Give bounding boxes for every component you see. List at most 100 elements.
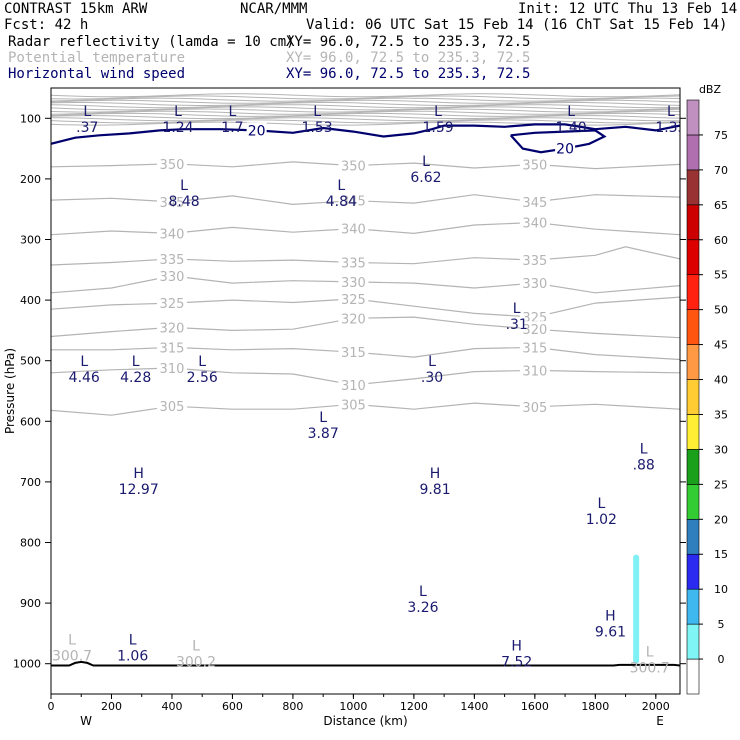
theta-contour-upper bbox=[51, 106, 680, 111]
low-marker: L bbox=[667, 104, 675, 120]
colorbar-swatch bbox=[686, 658, 700, 695]
theta-label: 320 bbox=[160, 321, 185, 336]
theta-label: 350 bbox=[522, 158, 547, 173]
colorbar-swatch bbox=[686, 449, 700, 485]
low-marker: L bbox=[319, 410, 327, 426]
colorbar-label: 35 bbox=[714, 408, 728, 421]
y-tick-label: 800 bbox=[20, 537, 41, 550]
low-marker: L bbox=[198, 354, 206, 370]
theta-label-bg bbox=[338, 310, 369, 325]
x-tick-label: 600 bbox=[222, 700, 243, 713]
theta-label: 310 bbox=[341, 379, 366, 394]
theta-low-marker: L bbox=[192, 639, 200, 655]
low-marker: L bbox=[640, 442, 648, 458]
field-name: Potential temperature bbox=[8, 50, 185, 66]
theta-label: 330 bbox=[341, 276, 366, 291]
theta-contour-upper bbox=[51, 115, 680, 120]
low-marker: L bbox=[129, 633, 137, 649]
colorbar-label: 50 bbox=[714, 304, 728, 317]
wind-label-bg bbox=[246, 122, 267, 138]
wind-label-bg bbox=[555, 140, 576, 156]
colorbar-swatch bbox=[686, 204, 700, 241]
low-marker: L bbox=[313, 104, 321, 120]
high-marker: H bbox=[511, 639, 522, 655]
theta-label-bg bbox=[156, 359, 187, 374]
colorbar-label: 70 bbox=[714, 164, 728, 177]
colorbar-swatch bbox=[686, 553, 700, 590]
extremum-value: 12.97 bbox=[119, 482, 159, 498]
theta-label-bg bbox=[519, 339, 550, 354]
theta-label-bg bbox=[156, 295, 187, 310]
extremum-value: 3.26 bbox=[407, 600, 438, 616]
low-marker: L bbox=[174, 104, 182, 120]
theta-label: 330 bbox=[522, 277, 547, 292]
theta-label: 335 bbox=[160, 253, 185, 268]
theta-low-value: 300.7 bbox=[52, 649, 92, 665]
theta-label-bg bbox=[519, 252, 550, 267]
low-marker: L bbox=[337, 178, 345, 194]
theta-low-value: 300.2 bbox=[176, 655, 216, 671]
theta-label: 345 bbox=[160, 196, 185, 211]
y-tick-label: 1000 bbox=[13, 658, 41, 671]
colorbar-label: 20 bbox=[714, 513, 728, 526]
colorbar-label: 65 bbox=[714, 199, 728, 212]
colorbar-label: 75 bbox=[714, 129, 728, 142]
low-marker: L bbox=[229, 104, 237, 120]
theta-label: 345 bbox=[341, 195, 366, 210]
theta-label-bg bbox=[519, 309, 550, 324]
theta-low-marker: L bbox=[68, 633, 76, 649]
header-init: Init: 12 UTC Thu 13 Feb 14 bbox=[518, 1, 737, 17]
x-tick-label: 200 bbox=[101, 700, 122, 713]
extremum-value: 1.33 bbox=[655, 120, 686, 136]
theta-label: 340 bbox=[341, 223, 366, 238]
colorbar-label: 0 bbox=[718, 653, 725, 666]
theta-contour-upper bbox=[51, 95, 680, 100]
low-marker: L bbox=[132, 354, 140, 370]
theta-contour-upper bbox=[51, 104, 680, 109]
direction-west: W bbox=[80, 714, 92, 728]
extremum-value: 4.84 bbox=[326, 194, 357, 210]
colorbar-swatch bbox=[686, 414, 700, 450]
theta-label-bg bbox=[338, 157, 369, 172]
y-tick-label: 900 bbox=[20, 597, 41, 610]
extremum-value: 9.61 bbox=[595, 624, 626, 640]
y-tick-label: 500 bbox=[20, 355, 41, 368]
plot-area: 350 350 350 345 345 345 340 340 340 335 335 335 330 3… bbox=[51, 93, 686, 677]
extremum-value: 1.06 bbox=[117, 649, 148, 665]
theta-label-bg bbox=[156, 155, 187, 170]
x-tick-label: 1000 bbox=[339, 700, 367, 713]
theta-label-bg bbox=[519, 321, 550, 336]
theta-label-bg bbox=[338, 396, 369, 411]
colorbar-label: 55 bbox=[714, 269, 728, 282]
colorbar-swatch bbox=[686, 518, 700, 555]
terrain-surface bbox=[51, 660, 680, 667]
extremum-value: .31 bbox=[506, 317, 528, 333]
low-marker: L bbox=[513, 301, 521, 317]
plot-frame bbox=[50, 87, 681, 695]
low-marker: L bbox=[567, 104, 575, 120]
theta-label-bg bbox=[519, 398, 550, 413]
low-marker: L bbox=[419, 584, 427, 600]
extremum-value: 1.02 bbox=[586, 512, 617, 528]
high-marker: H bbox=[605, 608, 616, 624]
wind-contour-label: 20 bbox=[556, 142, 574, 158]
y-tick-label: 600 bbox=[20, 415, 41, 428]
theta-low-value: 300.7 bbox=[630, 661, 670, 677]
theta-label: 305 bbox=[341, 398, 366, 413]
colorbar-label: 25 bbox=[714, 478, 728, 491]
high-marker: H bbox=[133, 466, 144, 482]
colorbar-swatch bbox=[686, 344, 700, 380]
low-marker: L bbox=[80, 354, 88, 370]
theta-label-bg bbox=[156, 225, 187, 240]
x-tick-label: 2000 bbox=[642, 700, 670, 713]
extremum-value: 3.87 bbox=[308, 426, 339, 442]
theta-label-bg bbox=[519, 275, 550, 290]
header-model: CONTRAST 15km ARW bbox=[4, 1, 148, 17]
theta-label: 340 bbox=[522, 217, 547, 232]
field-xy: XY= 96.0, 72.5 to 235.3, 72.5 bbox=[286, 66, 530, 82]
theta-label: 305 bbox=[160, 400, 185, 415]
wind-contour bbox=[509, 129, 607, 154]
extremum-value: 1.7 bbox=[221, 120, 243, 136]
low-marker: L bbox=[597, 496, 605, 512]
theta-label-bg bbox=[156, 193, 187, 208]
